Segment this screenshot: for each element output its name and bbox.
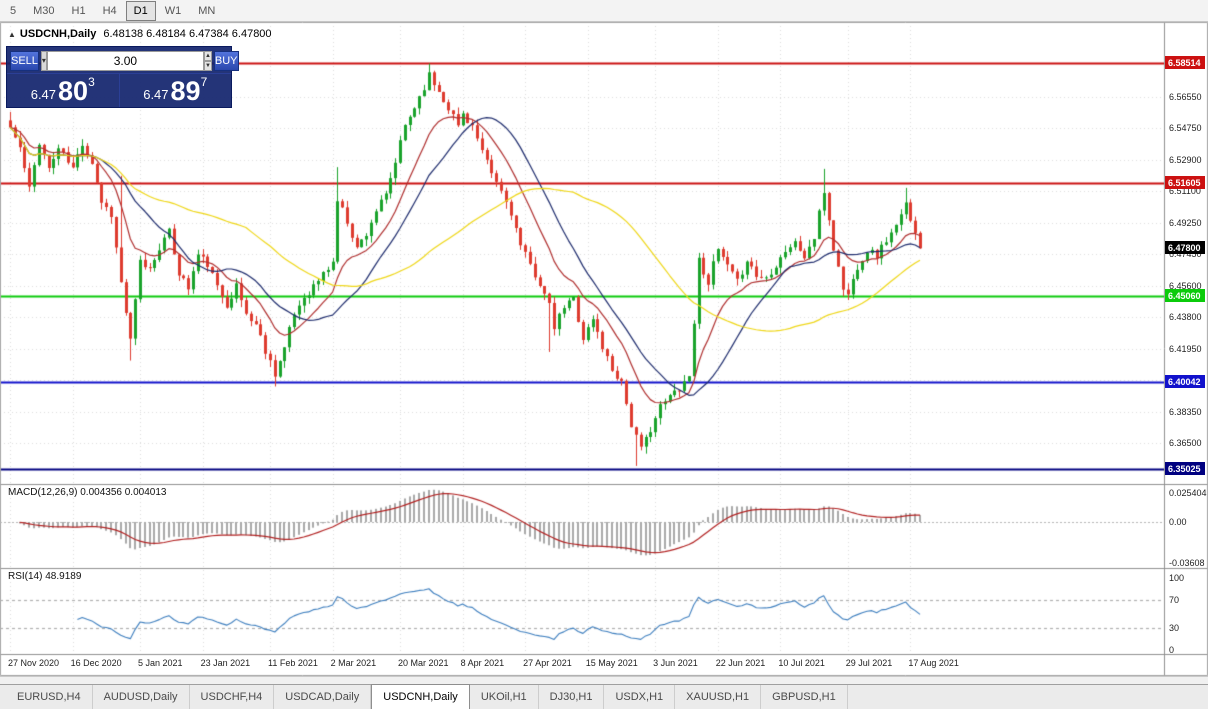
date-axis-label: 5 Jan 2021	[138, 658, 183, 668]
rsi-axis-tick: 100	[1169, 573, 1185, 583]
rsi-axis-tick: 70	[1169, 594, 1180, 605]
date-axis-label: 15 May 2021	[585, 658, 638, 668]
sell-price-sup: 3	[88, 75, 95, 89]
price-level-badge: 6.45060	[1165, 288, 1205, 302]
price-axis-tick: 6.49250	[1169, 218, 1202, 229]
date-axis-label: 17 Aug 2021	[908, 658, 959, 668]
date-axis-label: 20 Mar 2021	[398, 658, 449, 668]
volume-increase-button[interactable]: ▲	[203, 50, 212, 61]
one-click-trading-panel: SELL ▾ ▲ ▼ BUY 6.47 80 3 6.47 89 7	[6, 46, 239, 108]
chart-ohlc-values: 6.48138 6.48184 6.47384 6.47800	[103, 28, 272, 40]
macd-indicator-label: MACD(12,26,9) 0.004356 0.004013	[8, 487, 167, 498]
macd-axis-tick: 0.00	[1169, 517, 1187, 527]
rsi-axis-tick: 30	[1169, 623, 1180, 634]
chart-symbol-label: USDCNH,Daily	[19, 28, 97, 40]
chart-title: ▲ USDCNH,Daily 6.48138 6.48184 6.47384 6.4…	[8, 28, 272, 40]
date-axis-label: 3 Jun 2021	[653, 658, 698, 668]
price-level-badge: 6.35025	[1165, 461, 1205, 475]
buy-price-big: 89	[170, 76, 201, 106]
price-axis-tick: 6.45600	[1169, 281, 1202, 292]
price-axis-tick: 6.56550	[1169, 92, 1202, 103]
timeframe-button-h4[interactable]: H4	[102, 4, 117, 17]
timeframe-button-w1[interactable]: W1	[164, 4, 182, 17]
volume-decrease-button[interactable]: ▼	[203, 60, 212, 71]
date-axis-label: 27 Nov 2020	[8, 658, 60, 668]
timeframe-toolbar: 5 M30 H1 H4 D1 W1 MN	[0, 0, 1208, 22]
date-axis-label: 16 Dec 2020	[70, 658, 122, 668]
buy-price-prefix: 6.47	[143, 87, 169, 102]
timeframe-button-m30[interactable]: M30	[33, 4, 55, 17]
sell-price-prefix: 6.47	[30, 87, 57, 102]
chart-tab-usdcnh-daily[interactable]: USDCNH,Daily	[371, 684, 470, 709]
chart-tab-gbpusd-h1[interactable]: GBPUSD,H1	[761, 685, 848, 709]
price-chart-canvas[interactable]	[0, 22, 1208, 676]
chart-tab-dj30-h1[interactable]: DJ30,H1	[539, 685, 605, 709]
rsi-indicator-label: RSI(14) 48.9189	[8, 571, 82, 582]
date-axis-label: 27 Apr 2021	[523, 658, 572, 668]
price-axis-tick: 6.43800	[1169, 312, 1202, 323]
date-axis-label: 8 Apr 2021	[460, 658, 505, 668]
price-axis-tick: 6.54750	[1169, 123, 1202, 134]
chart-area: ▲ USDCNH,Daily 6.48138 6.48184 6.47384 6.4…	[0, 22, 1208, 676]
buy-price[interactable]: 6.47 89 7	[120, 74, 232, 107]
timeframe-button-h1[interactable]: H1	[71, 4, 86, 17]
price-axis-tick: 6.47450	[1169, 249, 1202, 260]
macd-axis-tick: -0.03608	[1169, 558, 1205, 569]
price-level-badge: 6.40042	[1165, 375, 1205, 389]
buy-price-sup: 7	[200, 75, 208, 89]
timeframe-button-d1[interactable]: D1	[125, 0, 156, 21]
price-level-badge: 6.51605	[1165, 175, 1205, 189]
horizontal-scrollbar[interactable]	[0, 676, 1208, 684]
date-axis-label: 23 Jan 2021	[200, 658, 251, 668]
chart-tab-usdcad-daily[interactable]: USDCAD,Daily	[274, 685, 372, 709]
chart-tab-eurusd-h4[interactable]: EURUSD,H4	[6, 685, 93, 709]
trade-controls-row: SELL ▾ ▲ ▼ BUY	[7, 47, 239, 73]
date-axis-label: 22 Jun 2021	[715, 658, 766, 668]
volume-dropdown-button[interactable]: ▾	[40, 50, 47, 71]
timeframe-button-mn[interactable]: MN	[198, 4, 216, 17]
trade-prices-row: 6.47 80 3 6.47 89 7	[7, 73, 231, 107]
current-price-badge: 6.47800	[1165, 241, 1205, 255]
sell-price[interactable]: 6.47 80 3	[7, 74, 120, 107]
date-axis-label: 11 Feb 2021	[268, 658, 318, 668]
timeframe-button-5[interactable]: 5	[10, 4, 17, 17]
rsi-axis-tick: 0	[1169, 645, 1175, 655]
chart-tab-xauusd-h1[interactable]: XAUUSD,H1	[675, 685, 762, 709]
chart-tab-usdchf-h4[interactable]: USDCHF,H4	[190, 685, 275, 709]
price-axis-tick: 6.51100	[1169, 186, 1201, 197]
chart-tab-audusd-daily[interactable]: AUDUSD,Daily	[93, 685, 190, 709]
chevron-down-icon: ▾	[41, 56, 46, 65]
chart-tab-usdx-h1[interactable]: USDX,H1	[604, 685, 676, 709]
macd-axis-tick: 0.025404	[1169, 488, 1207, 499]
price-axis-tick: 6.38350	[1169, 406, 1202, 417]
chart-tab-bar: EURUSD,H4 AUDUSD,Daily USDCHF,H4 USDCAD,Dai…	[0, 684, 1208, 709]
date-axis-label: 10 Jul 2021	[778, 658, 825, 668]
date-axis-label: 2 Mar 2021	[330, 658, 377, 668]
buy-button[interactable]: BUY	[213, 50, 239, 71]
sell-button[interactable]: SELL	[10, 50, 39, 71]
price-axis-tick: 6.36500	[1169, 438, 1202, 449]
volume-input[interactable]	[46, 50, 204, 71]
date-axis-label: 29 Jul 2021	[845, 658, 893, 668]
price-axis-tick: 6.41950	[1169, 344, 1202, 355]
price-axis-tick: 6.52900	[1169, 155, 1202, 166]
collapse-arrow-icon[interactable]: ▲	[8, 30, 16, 39]
price-level-badge: 6.58514	[1165, 56, 1205, 70]
sell-price-big: 80	[58, 76, 89, 106]
volume-stepper: ▲ ▼	[203, 50, 212, 71]
chart-tab-ukoil-h1[interactable]: UKOil,H1	[470, 685, 539, 709]
